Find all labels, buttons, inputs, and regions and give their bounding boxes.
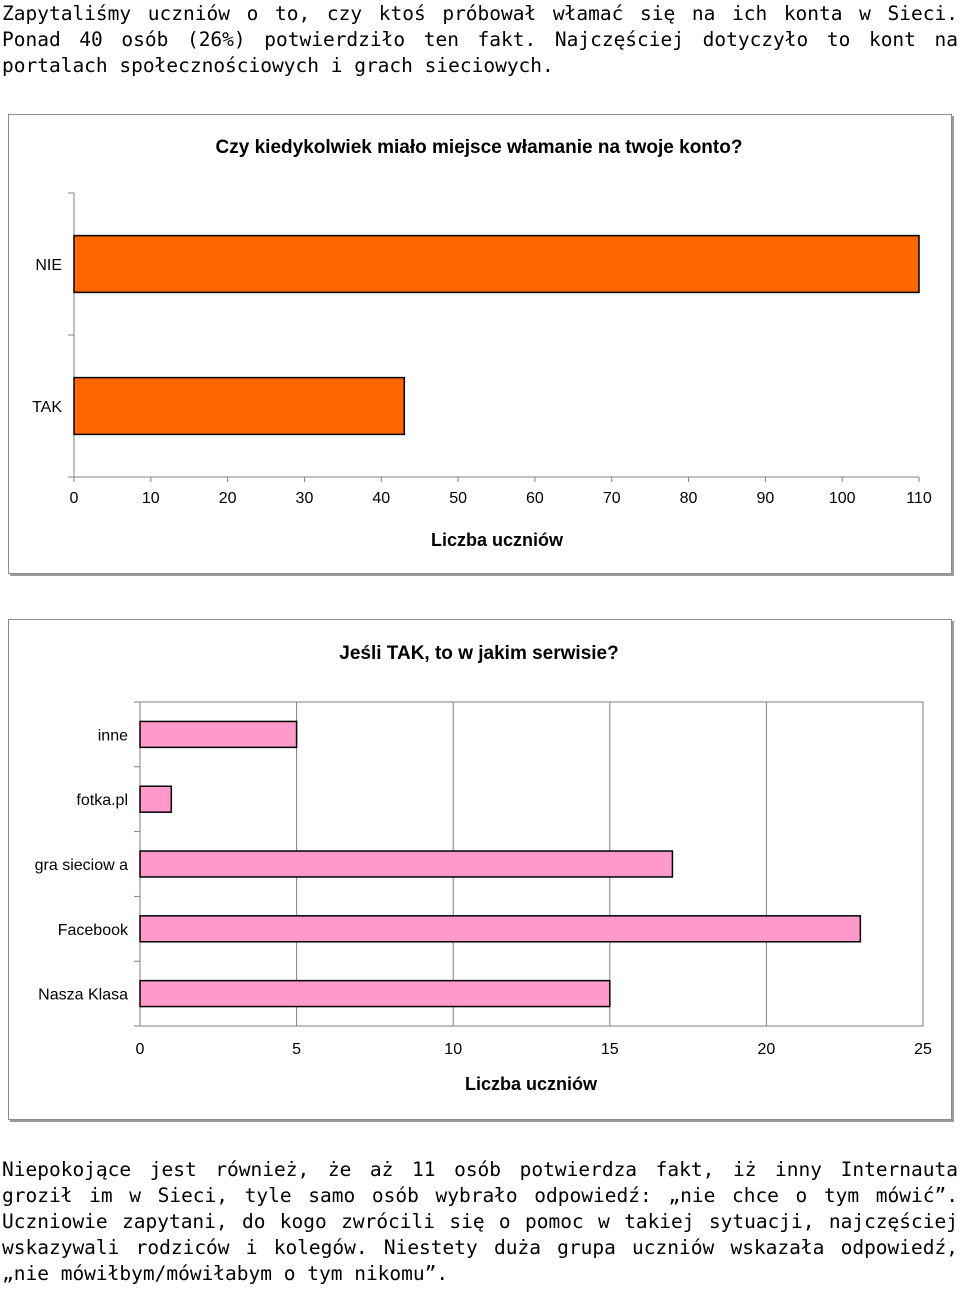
x-tick-label: 30 [296,490,314,507]
x-tick-label: 40 [372,490,390,507]
bar-inne [139,720,298,749]
x-tick-label: 5 [292,1041,301,1058]
x-tick-label: 80 [680,490,698,507]
chart-service: Jeśli TAK, to w jakim serwisie? Liczba u… [8,619,952,1120]
bar-fotka-pl [139,785,173,813]
x-tick-label: 0 [70,490,79,507]
x-tick-label: 70 [603,490,621,507]
bar-facebook [139,915,862,943]
bar-nasza-klasa [139,979,611,1008]
x-tick-label: 50 [449,490,467,507]
category-label: TAK [32,399,62,416]
x-tick-label: 90 [756,490,774,507]
chart-title: Jeśli TAK, to w jakim serwisie? [339,643,618,664]
category-label: inne [98,727,128,744]
x-tick-label: 25 [914,1041,932,1058]
x-tick-label: 60 [526,490,544,507]
x-tick-label: 10 [142,490,160,507]
x-tick-label: 15 [601,1041,619,1058]
bar-tak [73,376,406,436]
conclusion-paragraph: Niepokojące jest również, że aż 11 osób … [2,1158,958,1285]
category-label: Facebook [58,922,129,939]
bar-nie [73,234,920,294]
x-tick-label: 10 [444,1041,462,1058]
chart-title: Czy kiedykolwiek miało miejsce włamanie … [216,137,743,158]
chart-break-in: Czy kiedykolwiek miało miejsce włamanie … [8,114,952,574]
chart-break-in-svg: Czy kiedykolwiek miało miejsce włamanie … [32,137,932,550]
x-tick-label: 100 [829,490,856,507]
category-label: fotka.pl [76,792,128,809]
x-axis-label: Liczba uczniów [431,530,564,550]
chart-service-svg: Jeśli TAK, to w jakim serwisie? Liczba u… [35,643,932,1094]
category-label: gra sieciow a [35,857,128,874]
category-label: NIE [35,257,62,274]
x-tick-label: 110 [906,490,932,507]
x-tick-label: 20 [758,1041,776,1058]
bar-gra-sieciow-a [139,850,674,878]
x-tick-label: 20 [219,490,237,507]
x-tick-label: 0 [136,1041,145,1058]
intro-paragraph: Zapytaliśmy uczniów o to, czy ktoś próbo… [2,2,958,77]
x-axis-label: Liczba uczniów [465,1074,598,1094]
category-label: Nasza Klasa [38,987,128,1004]
